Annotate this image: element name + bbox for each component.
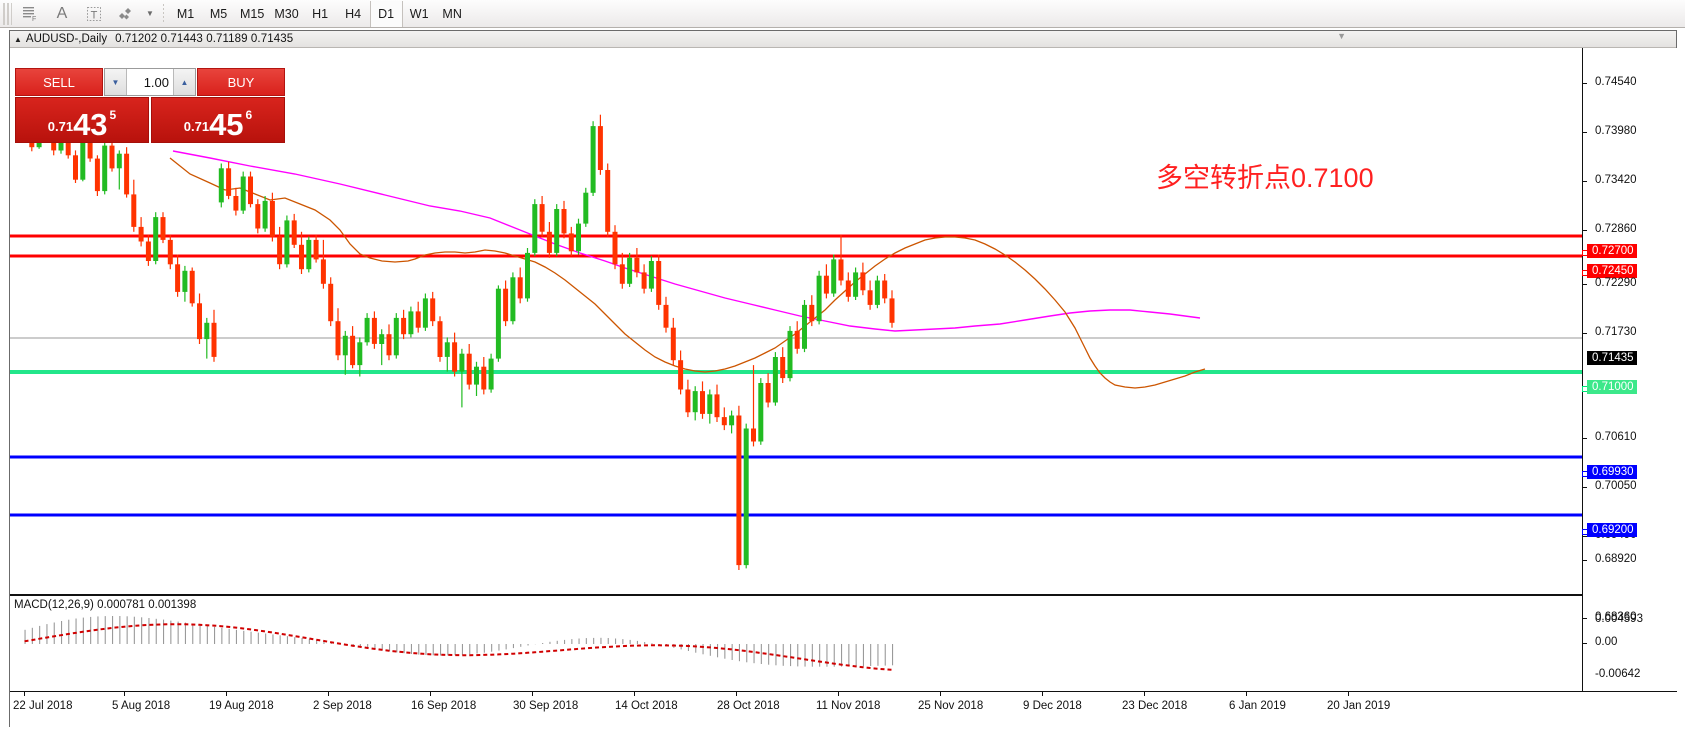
bid-main: 43: [73, 106, 108, 142]
toolbar-grip[interactable]: [3, 2, 12, 25]
last-price-label: 0.71435: [1587, 351, 1637, 365]
time-tick-13: 20 Jan 2019: [1327, 700, 1391, 712]
timeframe-m1[interactable]: M1: [176, 6, 195, 21]
price-tick-7: 0.70610: [1595, 431, 1637, 443]
ask-point: 6: [245, 108, 253, 122]
price-tick-0: 0.74540: [1595, 76, 1637, 88]
price-tick-10: 0.68920: [1595, 553, 1637, 565]
lot-decrease-icon[interactable]: ▼: [105, 69, 127, 95]
time-tick-3: 2 Sep 2018: [313, 700, 372, 712]
time-tick-0: 22 Jul 2018: [13, 700, 73, 712]
chart-annotation-text: 多空转折点0.7100: [1156, 163, 1374, 193]
templates-dropdown-icon[interactable]: ▼: [146, 9, 154, 18]
macd-tick-bottom: -0.00642: [1595, 668, 1641, 680]
svg-text:F: F: [32, 16, 36, 22]
price-level-069200[interactable]: 0.69200: [1587, 523, 1637, 537]
symbol-label: AUDUSD-,Daily: [25, 33, 108, 45]
ohlc-values: 0.71202 0.71443 0.71189 0.71435: [115, 33, 294, 45]
chart-window-header: ▲ AUDUSD-,Daily 0.71202 0.71443 0.71189 …: [10, 31, 1676, 48]
indicator-list-icon[interactable]: F: [14, 2, 46, 26]
macd-tick-top: 0.004593: [1595, 613, 1643, 625]
timeframe-mn[interactable]: MN: [442, 6, 462, 21]
trade-panel-quotes: 0.71 43 5 0.71 45 6: [15, 97, 285, 143]
templates-icon[interactable]: [110, 2, 142, 26]
trade-panel-controls: SELL ▼ 1.00 ▲ BUY: [15, 68, 285, 96]
price-tick-3: 0.72860: [1595, 223, 1637, 235]
chart-scroll-indicator-icon[interactable]: ▼: [1337, 31, 1346, 41]
time-tick-4: 16 Sep 2018: [411, 700, 477, 712]
timeframe-h1[interactable]: H1: [312, 6, 329, 21]
timeframe-h4[interactable]: H4: [345, 6, 362, 21]
one-click-trading-panel[interactable]: SELL ▼ 1.00 ▲ BUY 0.71 43 5 0.71 45 6: [15, 68, 285, 143]
time-axis[interactable]: 22 Jul 2018 5 Aug 2018 19 Aug 2018 2 Sep…: [10, 691, 1677, 727]
time-tick-7: 28 Oct 2018: [717, 700, 780, 712]
lot-increase-icon[interactable]: ▲: [173, 69, 195, 95]
price-level-072450[interactable]: 0.72450: [1587, 264, 1637, 278]
ma-fast-line: [169, 157, 1206, 389]
ask-main: 45: [209, 106, 244, 142]
chart-window: ▲ AUDUSD-,Daily 0.71202 0.71443 0.71189 …: [9, 30, 1677, 727]
timeframe-m5[interactable]: M5: [209, 6, 228, 21]
price-level-071000[interactable]: 0.71000: [1587, 380, 1637, 394]
time-tick-2: 19 Aug 2018: [209, 700, 274, 712]
macd-histogram: [24, 616, 894, 667]
timeframe-m30[interactable]: M30: [274, 6, 299, 21]
bid-price-display[interactable]: 0.71 43 5: [15, 97, 149, 143]
macd-svg: [24, 616, 894, 671]
ma-slow-line: [172, 150, 1201, 332]
time-tick-9: 25 Nov 2018: [918, 700, 984, 712]
time-tick-10: 9 Dec 2018: [1023, 700, 1082, 712]
price-level-069930[interactable]: 0.69930: [1587, 465, 1637, 479]
price-chart-pane[interactable]: SELL ▼ 1.00 ▲ BUY 0.71 43 5 0.71 45 6: [10, 48, 1582, 596]
time-tick-12: 6 Jan 2019: [1229, 700, 1286, 712]
price-tick-4: 0.72290: [1595, 277, 1637, 289]
time-tick-5: 30 Sep 2018: [513, 700, 579, 712]
macd-tick-zero: 0.00: [1595, 636, 1618, 648]
ask-prefix: 0.71: [183, 119, 210, 134]
price-level-072700[interactable]: 0.72700: [1587, 244, 1637, 258]
timeframe-m15[interactable]: M15: [240, 6, 265, 21]
price-tick-5: 0.71730: [1595, 326, 1637, 338]
text-object-icon[interactable]: T: [78, 2, 110, 26]
price-tick-1: 0.73980: [1595, 125, 1637, 137]
sell-button[interactable]: SELL: [15, 68, 103, 96]
price-tick-11: 0.68360: [1595, 611, 1637, 623]
price-tick-8: 0.70050: [1595, 480, 1637, 492]
toolbar-separator: [163, 3, 164, 24]
timeframe-w1[interactable]: W1: [409, 6, 429, 21]
price-chart-svg: [10, 114, 1582, 570]
time-tick-8: 11 Nov 2018: [816, 700, 881, 712]
macd-label: MACD(12,26,9) 0.000781 0.001398: [14, 599, 197, 611]
buy-button[interactable]: BUY: [197, 68, 285, 96]
text-label-icon[interactable]: A: [56, 4, 68, 22]
price-tick-2: 0.73420: [1595, 174, 1637, 186]
timeframe-d1[interactable]: D1: [369, 0, 403, 27]
collapse-icon[interactable]: ▲: [14, 34, 22, 44]
candlestick-series: [22, 114, 895, 570]
bid-point: 5: [109, 108, 117, 122]
macd-signal-line: [24, 623, 893, 671]
lot-size-stepper[interactable]: ▼ 1.00 ▲: [104, 68, 196, 96]
macd-indicator-pane[interactable]: MACD(12,26,9) 0.000781 0.001398: [10, 598, 1582, 691]
time-tick-11: 23 Dec 2018: [1122, 700, 1188, 712]
ask-price-display[interactable]: 0.71 45 6: [151, 97, 285, 143]
svg-text:T: T: [91, 9, 98, 21]
bid-prefix: 0.71: [47, 119, 74, 134]
time-tick-6: 14 Oct 2018: [615, 700, 678, 712]
main-toolbar: F A T ▼ M1 M5 M15 M30 H1 H4 D1 W1 MN: [0, 0, 1685, 28]
lot-size-value[interactable]: 1.00: [143, 74, 169, 90]
time-tick-1: 5 Aug 2018: [112, 700, 171, 712]
price-axis[interactable]: 0.74540 0.73980 0.73420 0.72860 0.72700 …: [1582, 48, 1677, 691]
